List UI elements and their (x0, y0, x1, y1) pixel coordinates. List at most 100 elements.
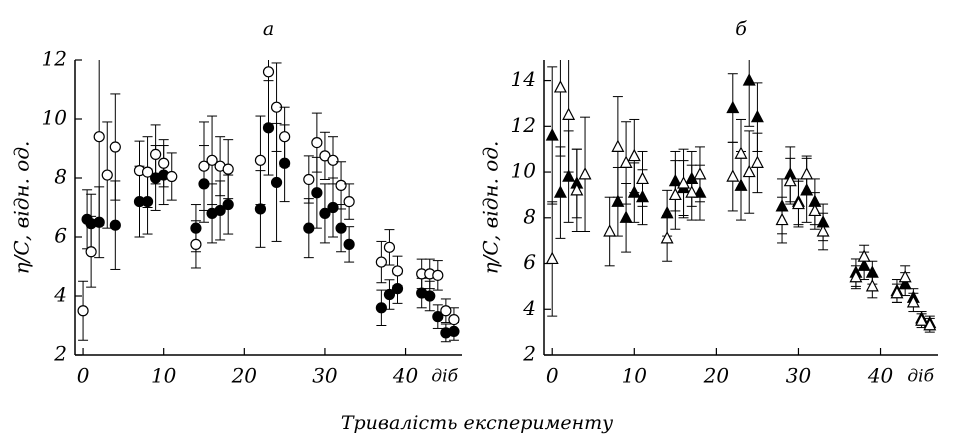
point (222, 163, 234, 175)
point (562, 169, 576, 182)
point (742, 164, 756, 178)
point (335, 222, 347, 234)
x-tick-label: 40 (392, 364, 419, 388)
x-tick-label: 0 (77, 364, 90, 388)
x-axis-label: Тривалість експерименту (341, 412, 613, 434)
panel-title: б (735, 18, 747, 40)
point (190, 238, 202, 250)
point (311, 187, 323, 199)
y-axis-label: η/C, відн. од. (479, 141, 503, 275)
point (611, 139, 625, 152)
point (783, 173, 797, 187)
point (448, 314, 460, 326)
point (109, 141, 121, 153)
x-tick-label: 0 (546, 364, 559, 388)
point (150, 148, 162, 160)
point (808, 203, 822, 217)
point (311, 137, 323, 149)
y-tick-label: 12 (511, 113, 536, 137)
y-tick-label: 12 (42, 47, 67, 71)
point (158, 157, 170, 169)
point (865, 279, 879, 292)
x-tick-label: 20 (703, 364, 730, 388)
point (857, 249, 871, 262)
point (742, 73, 756, 86)
point (611, 194, 625, 207)
point (424, 290, 436, 302)
point (375, 256, 387, 268)
point (685, 185, 699, 198)
point (775, 212, 789, 226)
y-tick-label: 2 (53, 342, 67, 366)
point (553, 80, 567, 93)
point (254, 203, 267, 215)
panel: б η/C, відн. од. 2 4 6 8 10 12 14 0 10 20 30 40 діб (479, 18, 938, 388)
point (750, 109, 764, 123)
point (85, 246, 97, 258)
point (734, 146, 748, 159)
point (222, 198, 234, 211)
point (206, 154, 218, 166)
point (603, 224, 617, 237)
y-axis-label: η/C, відн. од. (10, 141, 34, 275)
x-tick-label: 10 (622, 364, 648, 388)
x-tick-label: 30 (312, 364, 338, 388)
point (750, 155, 764, 169)
point (166, 170, 178, 183)
point (553, 185, 567, 198)
plot (545, 60, 937, 333)
point (327, 154, 339, 166)
panel: а η/C, відн. од. 2 4 6 8 10 12 0 10 20 30 40 діб (10, 18, 462, 388)
point (198, 160, 210, 172)
y-tick-label: 6 (523, 250, 536, 274)
x-tick-label: 40 (867, 364, 894, 388)
x-tick-label: 30 (786, 364, 812, 388)
point (141, 166, 154, 178)
point (214, 204, 226, 217)
point (77, 305, 89, 317)
point (619, 155, 633, 169)
point (627, 148, 641, 162)
point (726, 169, 740, 182)
point (849, 269, 863, 283)
point (101, 169, 113, 181)
point (570, 183, 584, 196)
y-tick-label: 4 (53, 283, 67, 307)
point (660, 231, 674, 244)
point (800, 167, 814, 180)
point (726, 100, 740, 114)
point (898, 269, 912, 283)
point (262, 66, 275, 78)
y-tick-label: 6 (54, 224, 67, 248)
point (383, 241, 396, 253)
point (578, 167, 592, 180)
point (391, 265, 404, 277)
x-tick-label: 20 (231, 364, 258, 388)
y-tick-label: 10 (42, 106, 68, 130)
point (432, 311, 444, 323)
point (319, 207, 331, 219)
y-tick-label: 10 (511, 159, 537, 183)
x-unit: діб (431, 367, 458, 387)
point (109, 219, 121, 231)
point (303, 173, 315, 186)
point (254, 154, 267, 166)
y-tick-label: 8 (523, 204, 536, 228)
point (619, 210, 633, 223)
point (791, 196, 805, 210)
y-tick-label: 8 (54, 165, 67, 189)
point (343, 196, 355, 208)
x-tick-label: 10 (151, 364, 177, 388)
point (440, 305, 452, 317)
y-tick-label: 14 (511, 67, 536, 91)
point (915, 313, 929, 326)
point (890, 285, 904, 299)
point (545, 128, 559, 141)
point (906, 295, 920, 308)
plot (77, 60, 460, 343)
x-unit: діб (907, 367, 934, 387)
point (335, 179, 347, 191)
y-tick-label: 4 (522, 296, 536, 320)
point (343, 238, 355, 250)
